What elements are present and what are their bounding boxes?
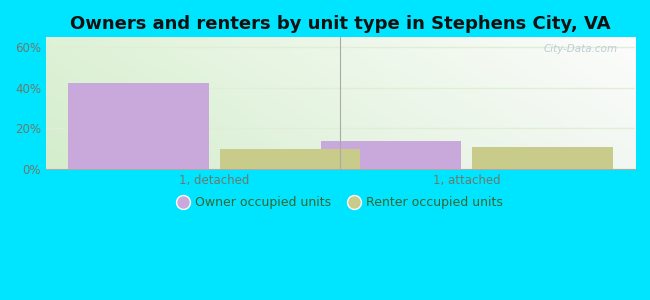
Bar <box>220 148 360 169</box>
Bar <box>321 140 461 169</box>
Title: Owners and renters by unit type in Stephens City, VA: Owners and renters by unit type in Steph… <box>70 15 611 33</box>
Text: City-Data.com: City-Data.com <box>543 44 618 54</box>
Bar <box>473 147 612 169</box>
Bar <box>68 83 209 169</box>
Legend: Owner occupied units, Renter occupied units: Owner occupied units, Renter occupied un… <box>172 190 509 215</box>
